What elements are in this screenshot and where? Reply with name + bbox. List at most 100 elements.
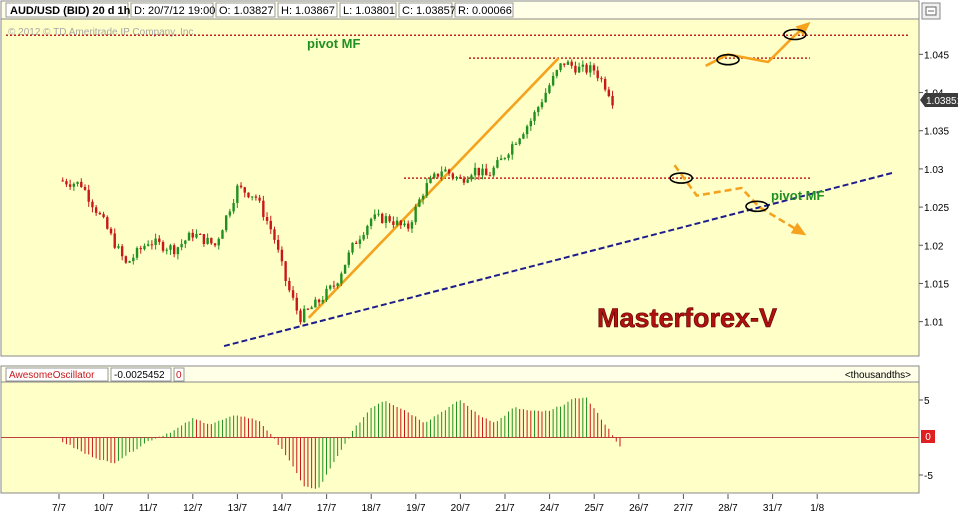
candle-body-74: [336, 283, 339, 287]
candle-105: [451, 172, 455, 181]
symbol-box[interactable]: [5, 2, 129, 18]
scenario-up-path: [705, 22, 810, 67]
candle-0: [61, 177, 64, 182]
candle-81: [362, 232, 365, 241]
candle-47: [236, 183, 239, 208]
candle-body-4: [76, 181, 79, 184]
candle-body-134: [559, 63, 562, 71]
last-price-marker: 1.03851: [920, 93, 960, 107]
candle-body-87: [384, 216, 388, 223]
candle-61: [288, 277, 291, 293]
price-tick-label-0: 1.045: [924, 50, 949, 61]
pivot-label-right: pivot MF: [771, 188, 824, 203]
candle-37: [198, 233, 202, 235]
candle-body-14: [113, 233, 116, 248]
candle-body-40: [210, 237, 213, 244]
candle-24: [150, 240, 154, 250]
candle-body-144: [596, 70, 599, 79]
panel-settings-icon[interactable]: [921, 2, 941, 20]
candle-body-28: [165, 249, 168, 251]
candle-75: [340, 271, 343, 287]
time-tick-label-14: 27/7: [674, 503, 694, 514]
candle-73: [332, 280, 336, 290]
close-field: C: 1.03857: [402, 5, 456, 17]
candle-141: [585, 63, 588, 75]
candle-69: [317, 298, 321, 306]
candle-98: [425, 178, 429, 199]
candle-body-118: [499, 158, 503, 161]
candle-body-52: [254, 196, 258, 198]
candle-body-120: [507, 154, 510, 158]
candle-97: [421, 193, 425, 205]
candle-body-95: [414, 206, 417, 223]
candle-22: [143, 243, 146, 251]
oscillator-name-box[interactable]: [5, 367, 109, 382]
candle-body-104: [447, 169, 451, 174]
candle-body-133: [555, 70, 559, 76]
scenario-up-arrowhead: [795, 21, 811, 36]
candle-80: [358, 235, 362, 249]
candle-body-73: [332, 285, 336, 287]
candle-body-78: [351, 242, 354, 253]
candle-50: [247, 192, 250, 199]
candle-26: [158, 235, 161, 245]
candle-118: [499, 154, 503, 161]
candle-23: [146, 240, 150, 247]
candle-body-57: [273, 229, 276, 240]
candle-15: [117, 243, 120, 250]
oscillator-bars: [62, 397, 621, 489]
candle-114: [485, 163, 488, 176]
candle-125: [525, 124, 529, 139]
oscillator-name[interactable]: AwesomeOscillator: [9, 370, 95, 381]
candle-130: [544, 88, 547, 103]
candle-76: [343, 264, 347, 274]
candle-body-111: [473, 167, 477, 176]
low-box: [339, 2, 397, 18]
candle-126: [529, 118, 533, 131]
candle-108: [462, 175, 466, 186]
time-tick-label-4: 13/7: [228, 503, 248, 514]
candle-101: [436, 173, 440, 179]
symbol-label[interactable]: AUD/USD (BID) 20 d 1h: [10, 5, 131, 17]
candle-20: [135, 246, 139, 261]
candle-body-96: [418, 199, 421, 207]
candle-body-115: [488, 175, 492, 177]
candle-body-124: [522, 134, 525, 139]
candle-135: [563, 63, 566, 68]
candle-128: [537, 105, 540, 117]
candle-body-92: [403, 223, 406, 226]
candle-body-18: [128, 261, 131, 263]
candle-65: [303, 305, 306, 323]
candle-83: [369, 217, 373, 230]
candle-145: [600, 76, 603, 83]
time-tick-label-6: 17/7: [317, 503, 337, 514]
candle-body-53: [258, 197, 261, 201]
forecast-scenarios: [669, 21, 811, 236]
candle-27: [161, 240, 165, 253]
candle-54: [262, 195, 265, 221]
candle-17: [124, 255, 128, 264]
candle-99: [429, 175, 432, 184]
candle-39: [206, 233, 209, 245]
candle-133: [555, 69, 559, 79]
candle-body-140: [581, 64, 585, 67]
candle-107: [459, 174, 462, 180]
time-tick-label-12: 25/7: [584, 503, 604, 514]
candle-63: [295, 292, 298, 315]
candle-35: [191, 229, 194, 242]
candle-62: [291, 286, 295, 301]
candle-body-34: [187, 232, 191, 241]
candle-body-45: [228, 211, 232, 216]
candle-body-64: [299, 310, 302, 323]
candle-body-69: [317, 299, 321, 303]
candle-31: [176, 246, 180, 260]
candle-body-59: [280, 249, 284, 262]
candle-30: [172, 243, 176, 258]
open-field: O: 1.03827: [219, 5, 273, 17]
candle-21: [139, 245, 142, 254]
candle-body-41: [213, 243, 217, 246]
candle-5: [80, 178, 83, 188]
candle-body-84: [373, 214, 376, 219]
candle-16: [120, 244, 124, 261]
